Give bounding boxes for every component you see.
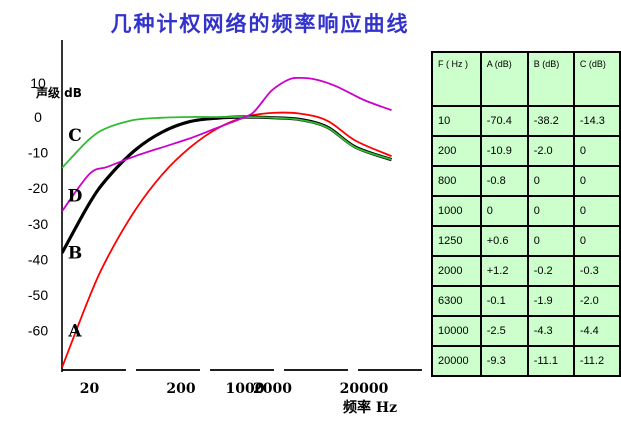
table-cell: -0.3 (572, 255, 621, 287)
table-header-cell: F ( Hz ) (431, 51, 482, 107)
table-cell: -38.2 (526, 105, 575, 137)
x-axis-label: 频率 Hz (343, 399, 397, 416)
table-cell: 0 (572, 225, 621, 257)
table-cell: 1000 (431, 195, 482, 227)
table-cell: 20000 (431, 345, 482, 377)
table-cell: -4.4 (572, 315, 621, 347)
table-row: 6300 -0.1 -1.9 -2.0 (431, 285, 621, 317)
table-cell: -2.0 (526, 135, 575, 167)
table-cell: -2.0 (572, 285, 621, 317)
table-cell: -0.1 (479, 285, 529, 317)
table-header-cell: A (dB) (479, 51, 529, 107)
table-row: 200 -10.9 -2.0 0 (431, 135, 621, 167)
table-row: 800 -0.8 0 0 (431, 165, 621, 197)
chart-title: 几种计权网络的频率响应曲线 (110, 11, 410, 36)
curve-label-a: A (67, 322, 82, 342)
table-cell: 2000 (431, 255, 482, 287)
table-cell: -14.3 (572, 105, 621, 137)
curve-label-c: C (68, 126, 82, 146)
curve-label-d: D (68, 186, 83, 206)
table-cell: -0.2 (526, 255, 575, 287)
y-tick-label: -40 (28, 251, 48, 267)
table-cell: 0 (572, 195, 621, 227)
x-tick-label: 2000 (253, 381, 292, 397)
table-cell: -11.1 (526, 345, 575, 377)
table-cell: 800 (431, 165, 482, 197)
table-row: 20000 -9.3 -11.1 -11.2 (431, 345, 621, 377)
curve-c (62, 116, 392, 169)
y-tick-label: -50 (28, 287, 48, 303)
table-header-row: F ( Hz ) A (dB) B (dB) C (dB) (431, 51, 621, 107)
table-row: 10000 -2.5 -4.3 -4.4 (431, 315, 621, 347)
table-cell: 0 (479, 195, 529, 227)
table-cell: -2.5 (479, 315, 529, 347)
table-header-cell: B (dB) (526, 51, 575, 107)
x-tick-label: 1000 (226, 381, 265, 397)
curve-d (62, 76, 392, 212)
table-row: 2000 +1.2 -0.2 -0.3 (431, 255, 621, 287)
table-cell: +0.6 (479, 225, 529, 257)
table-cell: 6300 (431, 285, 482, 317)
table-cell: +1.2 (479, 255, 529, 287)
y-tick-label: 0 (34, 109, 42, 125)
table-cell: 0 (526, 225, 575, 257)
curves (62, 76, 393, 368)
table-row: 1000 0 0 0 (431, 195, 621, 227)
weighting-table: F ( Hz ) A (dB) B (dB) C (dB) 10 -70.4 -38.2-… (431, 51, 621, 377)
table-cell: -0.8 (479, 165, 529, 197)
table-cell: -4.3 (526, 315, 575, 347)
x-tick-label: 20000 (340, 381, 389, 397)
table-header-cell: C (dB) (572, 51, 621, 107)
table-cell: 200 (431, 135, 482, 167)
y-tick-label: -20 (28, 180, 48, 196)
table-cell: -10.9 (479, 135, 529, 167)
table-cell: -70.4 (479, 105, 529, 137)
x-tick-label: 20 (80, 381, 100, 397)
table-row: 10 -70.4 -38.2 -14.3 (431, 105, 621, 137)
axes (61, 40, 431, 372)
table-cell: -9.3 (479, 345, 529, 377)
y-axis-label: 声级 dB (35, 85, 82, 100)
x-tick-label: 200 (166, 381, 195, 397)
y-tick-label: -60 (28, 323, 48, 339)
table-body: 10 -70.4 -38.2 -14.3 200 -10.9 -2.0 0 800 -0.8 0 0 1… (431, 105, 621, 377)
curve-a (62, 111, 392, 368)
curve-label-b: B (68, 243, 82, 263)
table-cell: -11.2 (572, 345, 621, 377)
y-tick-label: 10 (30, 75, 46, 91)
table-cell: 0 (526, 165, 575, 197)
table-cell: 0 (572, 135, 621, 167)
table-cell: 10 (431, 105, 482, 137)
table-row: 1250 +0.6 0 0 (431, 225, 621, 257)
table-cell: 0 (526, 195, 575, 227)
table-cell: 0 (572, 165, 621, 197)
y-tick-label: -10 (28, 145, 48, 161)
table-cell: 10000 (431, 315, 482, 347)
y-tick-label: -30 (28, 216, 48, 232)
table-cell: -1.9 (526, 285, 575, 317)
table-cell: 1250 (431, 225, 482, 257)
